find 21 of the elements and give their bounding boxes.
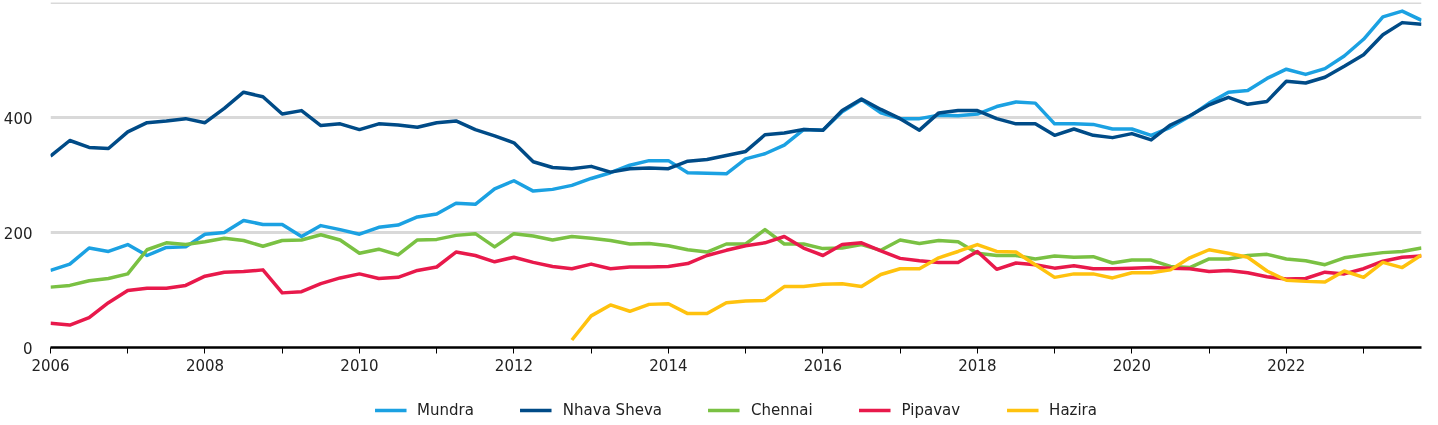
legend-label: Chennai (750, 401, 813, 419)
x-tick-label: 2016 (803, 356, 842, 375)
x-tick-label: 2018 (958, 356, 997, 375)
y-tick-label: 400 (3, 109, 33, 128)
legend-label: Hazira (1049, 401, 1097, 419)
y-tick-label: 0 (22, 339, 33, 358)
x-tick-label: 2014 (649, 356, 688, 375)
legend-label: Nhava Sheva (562, 401, 662, 419)
x-tick-label: 2010 (340, 356, 379, 375)
legend-label: Pipavav (901, 401, 961, 419)
x-tick-label: 2020 (1112, 356, 1151, 375)
x-tick-label: 2012 (494, 356, 534, 375)
x-tick-label: 2008 (185, 356, 225, 375)
line-series (50, 227, 1422, 289)
line-series (570, 242, 1422, 342)
x-tick-label: 2006 (31, 356, 70, 375)
line-series (50, 20, 1422, 174)
y-tick-label: 200 (3, 224, 33, 243)
x-tick-label: 2022 (1267, 356, 1306, 375)
legend-label: Mundra (417, 401, 474, 419)
line-series (50, 234, 1422, 327)
